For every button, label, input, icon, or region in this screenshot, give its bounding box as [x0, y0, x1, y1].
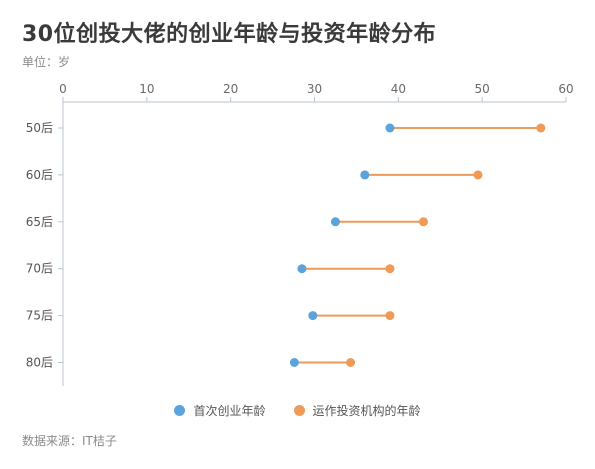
x-tick-label-10: 10: [139, 82, 154, 96]
legend-label-first-startup: 首次创业年龄: [193, 404, 266, 418]
legend-item-first-startup[interactable]: 首次创业年龄: [174, 402, 266, 419]
x-tick-label-30: 30: [307, 82, 322, 96]
chart-title: 30位创投大佬的创业年龄与投资年龄分布: [22, 22, 437, 47]
x-tick-label-20: 20: [223, 82, 238, 96]
category-label-2: 65后: [26, 215, 53, 229]
point-investment-5: [346, 358, 356, 367]
x-tick-label-60: 60: [558, 82, 573, 96]
point-investment-0: [536, 123, 546, 133]
legend-item-investment[interactable]: 运作投资机构的年龄: [293, 402, 421, 419]
point-investment-2: [418, 217, 428, 227]
x-tick-label-0: 0: [59, 82, 67, 96]
legend-label-investment: 运作投资机构的年龄: [312, 404, 421, 418]
point-first-startup-0: [385, 123, 395, 133]
point-first-startup-5: [289, 358, 299, 367]
category-label-1: 60后: [26, 168, 53, 182]
point-first-startup-2: [330, 217, 340, 227]
category-label-3: 70后: [26, 262, 53, 276]
category-label-0: 50后: [26, 121, 53, 135]
legend-dot-first-startup: [174, 405, 186, 416]
category-label-4: 75后: [26, 309, 53, 323]
point-first-startup-3: [297, 264, 307, 274]
legend-dot-investment: [293, 405, 305, 416]
point-first-startup-4: [308, 311, 318, 321]
x-tick-label-40: 40: [391, 82, 406, 96]
x-tick-label-50: 50: [475, 82, 490, 96]
category-label-5: 80后: [26, 356, 53, 370]
point-investment-1: [473, 170, 483, 180]
point-first-startup-1: [360, 170, 370, 180]
source-note: 数据来源：IT桔子: [22, 434, 117, 448]
legend: 首次创业年龄 运作投资机构的年龄: [0, 402, 595, 419]
unit-label: 单位：岁: [22, 55, 71, 69]
point-investment-4: [385, 311, 395, 321]
point-investment-3: [385, 264, 395, 274]
